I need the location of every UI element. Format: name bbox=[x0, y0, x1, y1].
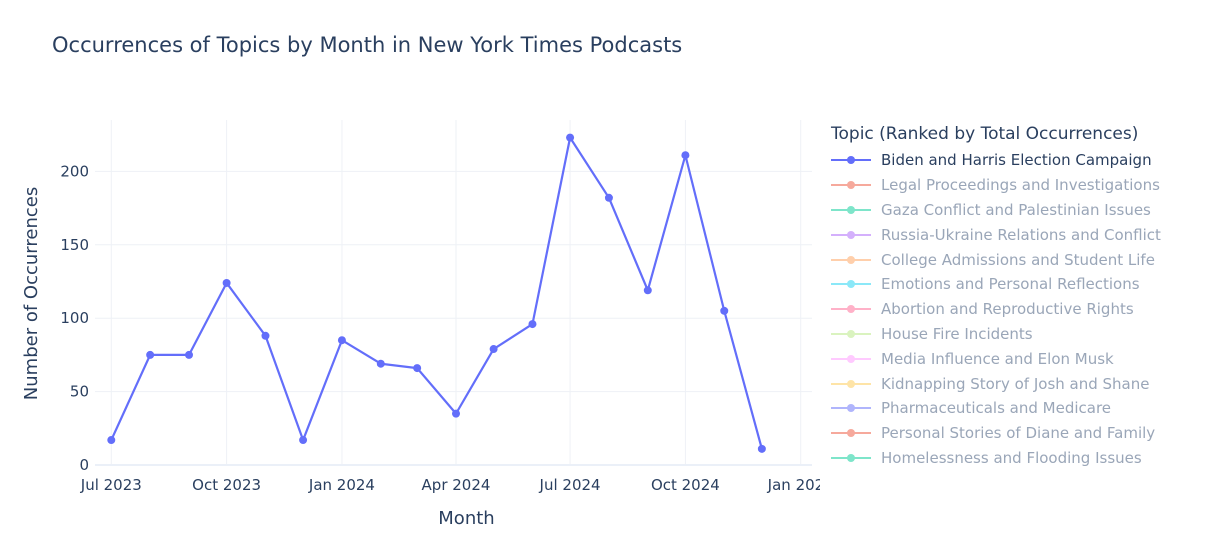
legend-label: Emotions and Personal Reflections bbox=[881, 275, 1140, 294]
data-point bbox=[107, 436, 116, 445]
legend-swatch-icon bbox=[831, 352, 871, 366]
legend-swatch-icon bbox=[831, 401, 871, 415]
legend-label: Pharmaceuticals and Medicare bbox=[881, 399, 1112, 418]
legend-swatch-icon bbox=[831, 178, 871, 192]
legend-label: Russia-Ukraine Relations and Conflict bbox=[881, 225, 1161, 244]
x-tick-label: Jan 2025 bbox=[767, 476, 820, 494]
legend-swatch-icon bbox=[831, 253, 871, 267]
y-tick-label: 100 bbox=[60, 309, 89, 327]
data-point bbox=[299, 436, 308, 445]
legend-label: Media Influence and Elon Musk bbox=[881, 349, 1114, 368]
legend-swatch-icon bbox=[831, 277, 871, 291]
legend-item[interactable]: Russia-Ukraine Relations and Conflict bbox=[831, 222, 1161, 247]
legend-item[interactable]: Emotions and Personal Reflections bbox=[831, 272, 1161, 297]
legend-item[interactable]: Abortion and Reproductive Rights bbox=[831, 297, 1161, 322]
data-point bbox=[185, 350, 194, 359]
legend-swatch-icon bbox=[831, 377, 871, 391]
legend-item[interactable]: House Fire Incidents bbox=[831, 322, 1161, 347]
legend-swatch-icon bbox=[831, 302, 871, 316]
y-tick-label: 50 bbox=[70, 383, 89, 401]
data-point bbox=[337, 336, 346, 345]
legend-label: College Admissions and Student Life bbox=[881, 250, 1155, 269]
data-point bbox=[528, 320, 537, 329]
legend-swatch-icon bbox=[831, 228, 871, 242]
legend-item[interactable]: Media Influence and Elon Musk bbox=[831, 346, 1161, 371]
legend-swatch-icon bbox=[831, 451, 871, 465]
legend-title: Topic (Ranked by Total Occurrences) bbox=[831, 124, 1139, 144]
legend-label: Kidnapping Story of Josh and Shane bbox=[881, 374, 1150, 393]
data-point bbox=[146, 350, 155, 359]
legend-label: Personal Stories of Diane and Family bbox=[881, 424, 1156, 443]
legend-item[interactable]: Gaza Conflict and Palestinian Issues bbox=[831, 198, 1161, 223]
x-axis-title: Month bbox=[438, 508, 494, 529]
y-axis-title: Number of Occurrences bbox=[21, 187, 42, 400]
legend-item[interactable]: Biden and Harris Election Campaign bbox=[831, 148, 1161, 173]
legend-item[interactable]: Pharmaceuticals and Medicare bbox=[831, 396, 1161, 421]
legend-item[interactable]: Legal Proceedings and Investigations bbox=[831, 173, 1161, 198]
legend-item[interactable]: Personal Stories of Diane and Family bbox=[831, 421, 1161, 446]
data-point bbox=[489, 345, 498, 354]
data-point bbox=[643, 286, 652, 295]
x-tick-label: Jul 2024 bbox=[539, 476, 601, 494]
legend-label: Gaza Conflict and Palestinian Issues bbox=[881, 200, 1151, 219]
data-point bbox=[566, 133, 575, 142]
y-tick-label: 200 bbox=[60, 162, 89, 180]
legend-item[interactable]: College Admissions and Student Life bbox=[831, 247, 1161, 272]
legend-label: House Fire Incidents bbox=[881, 324, 1033, 343]
data-point bbox=[757, 444, 766, 453]
data-point bbox=[261, 331, 270, 340]
x-tick-label: Jul 2023 bbox=[80, 476, 142, 494]
plot-area[interactable]: 0 50 100 150 200 Jul 2023 Oct 2023 Jan 2024 Apr … bbox=[0, 0, 820, 550]
legend-label: Abortion and Reproductive Rights bbox=[881, 300, 1134, 319]
data-point bbox=[452, 409, 461, 418]
x-tick-label: Oct 2023 bbox=[192, 476, 261, 494]
x-tick-label: Jan 2024 bbox=[308, 476, 375, 494]
data-point bbox=[604, 193, 613, 202]
data-point bbox=[681, 151, 690, 160]
legend-label: Biden and Harris Election Campaign bbox=[881, 151, 1152, 170]
legend-item[interactable]: Kidnapping Story of Josh and Shane bbox=[831, 371, 1161, 396]
legend-items: Biden and Harris Election Campaign Legal … bbox=[831, 148, 1161, 470]
legend-swatch-icon bbox=[831, 203, 871, 217]
legend-label: Homelessness and Flooding Issues bbox=[881, 448, 1142, 467]
y-tick-label: 0 bbox=[79, 456, 89, 474]
chart-title: Occurrences of Topics by Month in New Yo… bbox=[52, 33, 683, 57]
data-point bbox=[376, 359, 385, 368]
legend-swatch-icon bbox=[831, 426, 871, 440]
legend-swatch-icon bbox=[831, 153, 871, 167]
data-point bbox=[413, 364, 422, 373]
series-line bbox=[110, 136, 763, 450]
x-tick-label: Oct 2024 bbox=[651, 476, 720, 494]
data-point bbox=[720, 306, 729, 315]
legend-swatch-icon bbox=[831, 327, 871, 341]
legend-label: Legal Proceedings and Investigations bbox=[881, 176, 1160, 195]
x-tick-label: Apr 2024 bbox=[422, 476, 491, 494]
legend: Topic (Ranked by Total Occurrences) Bide… bbox=[831, 124, 1161, 470]
legend-item[interactable]: Homelessness and Flooding Issues bbox=[831, 446, 1161, 471]
data-point bbox=[222, 278, 231, 287]
y-tick-label: 150 bbox=[60, 236, 89, 254]
